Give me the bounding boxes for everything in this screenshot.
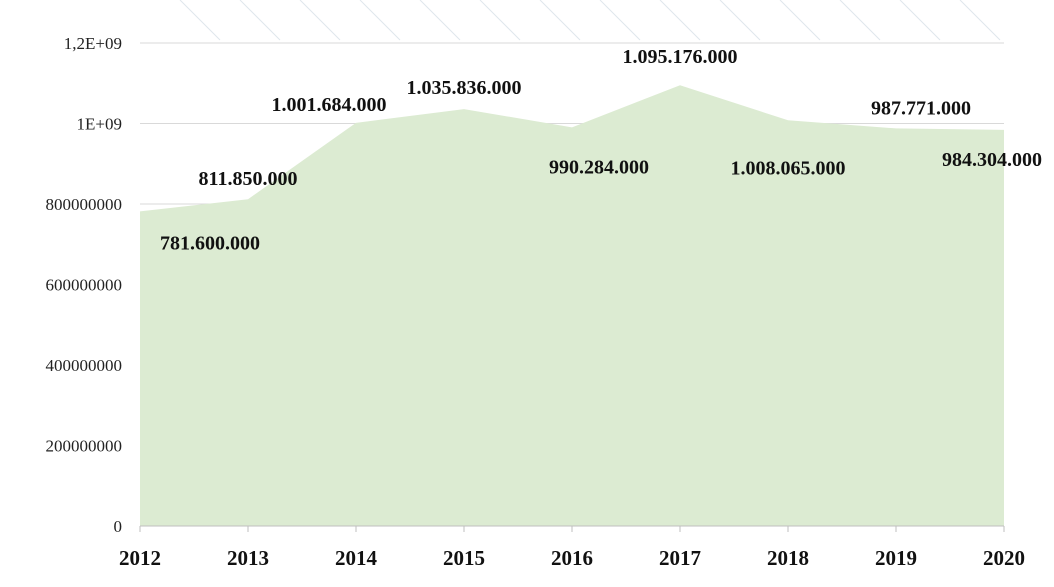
y-axis-ticks: 0 200000000 400000000 600000000 800000000 1E+… <box>46 34 123 536</box>
data-label-2017: 1.095.176.000 <box>623 46 738 68</box>
data-label-2015: 1.035.836.000 <box>407 77 522 99</box>
area-fill <box>140 85 1004 527</box>
watermark-stroke <box>479 0 521 41</box>
watermark-stroke <box>599 0 641 41</box>
x-tick-label-2015: 2015 <box>443 546 485 570</box>
area-series <box>140 85 1004 527</box>
x-tick-label-2018: 2018 <box>767 546 809 570</box>
watermark-stroke <box>899 0 941 41</box>
data-label-2012: 781.600.000 <box>160 232 260 254</box>
background-watermark <box>179 0 1001 41</box>
x-tick-label-2016: 2016 <box>551 546 593 570</box>
watermark-stroke <box>359 0 401 41</box>
x-axis-ticks: 2012 2013 2014 2015 2016 2017 2018 2019 2020 <box>119 546 1025 570</box>
x-tick-label-2014: 2014 <box>335 546 378 570</box>
watermark-stroke <box>659 0 701 41</box>
x-tick-label-2012: 2012 <box>119 546 161 570</box>
y-tick-label: 200000000 <box>46 437 123 456</box>
data-label-2019: 987.771.000 <box>871 97 971 119</box>
x-tick-label-2019: 2019 <box>875 546 917 570</box>
watermark-stroke <box>839 0 881 41</box>
watermark-stroke <box>419 0 461 41</box>
data-label-2014: 1.001.684.000 <box>272 94 387 116</box>
data-label-2018: 1.008.065.000 <box>731 157 846 179</box>
watermark-stroke <box>179 0 221 41</box>
y-tick-label: 0 <box>114 517 123 536</box>
y-tick-label: 800000000 <box>46 195 123 214</box>
y-tick-label: 1E+09 <box>77 115 122 134</box>
watermark-stroke <box>539 0 581 41</box>
y-tick-label: 600000000 <box>46 276 123 295</box>
watermark-stroke <box>239 0 281 41</box>
y-tick-label: 1,2E+09 <box>64 34 122 53</box>
x-tick-label-2013: 2013 <box>227 546 269 570</box>
watermark-stroke <box>959 0 1001 41</box>
data-label-2016: 990.284.000 <box>549 156 649 178</box>
watermark-stroke <box>719 0 761 41</box>
x-tick-label-2020: 2020 <box>983 546 1025 570</box>
data-label-2013: 811.850.000 <box>199 168 298 190</box>
watermark-stroke <box>779 0 821 41</box>
data-labels: 781.600.000 811.850.000 1.001.684.000 1.035… <box>160 46 1042 254</box>
x-tick-label-2017: 2017 <box>659 546 701 570</box>
watermark-stroke <box>299 0 341 41</box>
data-label-2020: 984.304.000 <box>942 149 1042 171</box>
x-axis <box>139 525 1005 532</box>
y-tick-label: 400000000 <box>46 356 123 375</box>
